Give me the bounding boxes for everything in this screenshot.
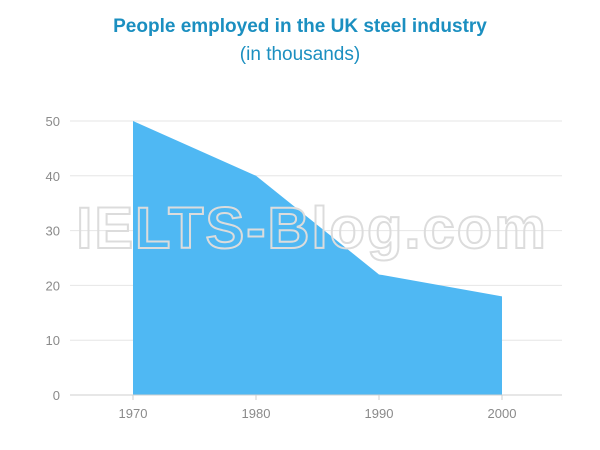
y-tick-label-40: 40 [46, 169, 60, 184]
y-tick-labels: 0 10 20 30 40 50 [46, 114, 60, 403]
x-tick-labels: 1970 1980 1990 2000 [119, 406, 517, 421]
y-tick-label-20: 20 [46, 278, 60, 293]
chart-title: People employed in the UK steel industry [113, 16, 487, 37]
axes [70, 394, 562, 400]
y-tick-label-50: 50 [46, 114, 60, 129]
watermark: IELTS-Blog.com [76, 196, 548, 261]
y-tick-label-30: 30 [46, 224, 60, 239]
y-tick-label-0: 0 [53, 388, 60, 403]
x-tick-label-1980: 1980 [242, 406, 271, 421]
x-tick-label-1990: 1990 [365, 406, 394, 421]
series-area [133, 121, 502, 395]
x-tick-label-2000: 2000 [488, 406, 517, 421]
x-tick-label-1970: 1970 [119, 406, 148, 421]
area-fill [133, 121, 502, 395]
chart-subtitle: (in thousands) [239, 44, 361, 65]
y-tick-label-10: 10 [46, 333, 60, 348]
